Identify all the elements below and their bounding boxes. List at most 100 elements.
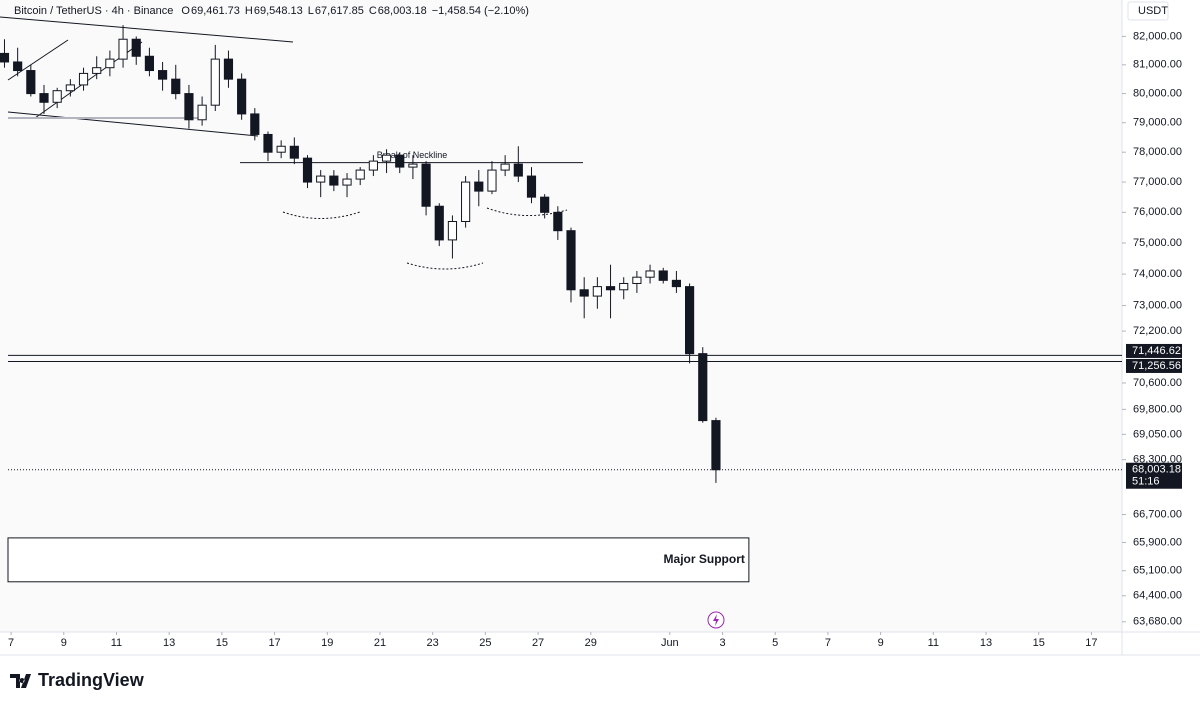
x-tick-label: 11 [928, 637, 939, 649]
candle-body [645, 270, 655, 278]
candle-body [184, 93, 194, 121]
candle-body [342, 178, 352, 186]
y-tick-label: 81,000.00 [1133, 59, 1182, 71]
candle-body [698, 353, 708, 422]
candle-body [553, 211, 563, 232]
ohlc-value: 69,461.73 [191, 5, 240, 17]
y-tick-label: 65,100.00 [1133, 565, 1182, 577]
y-tick-label: 76,000.00 [1133, 206, 1182, 218]
price-line-label: 71,256.56 [1132, 360, 1181, 372]
y-tick-label: 75,000.00 [1133, 237, 1182, 249]
candle-body [434, 205, 444, 241]
legend-header: Bitcoin / TetherUS · 4h · Binance O 69,46… [14, 5, 529, 17]
candle-body [513, 163, 523, 177]
brand: TradingView [38, 670, 145, 690]
candle-body [210, 58, 220, 106]
price-line-box [1126, 358, 1182, 373]
x-tick-label: 27 [532, 637, 544, 649]
candle-body [52, 90, 62, 103]
ohlc-value: 69,548.13 [254, 5, 303, 17]
y-tick-label: 65,900.00 [1133, 536, 1182, 548]
candle-body [566, 230, 576, 291]
x-tick-label: 7 [8, 637, 14, 649]
y-tick-label: 74,000.00 [1133, 268, 1182, 280]
x-tick-label: 11 [111, 637, 122, 649]
x-tick-label: 13 [980, 637, 992, 649]
x-tick-label: 17 [1085, 637, 1097, 649]
candle-body [711, 420, 721, 471]
y-tick-label: 66,700.00 [1133, 508, 1182, 520]
symbol: Bitcoin / TetherUS · 4h · Binance [14, 5, 173, 17]
x-tick-label: 15 [1033, 637, 1045, 649]
candle-body [395, 154, 405, 168]
candle-body [487, 169, 497, 192]
y-tick-label: 72,200.00 [1133, 325, 1182, 337]
y-tick-label: 63,680.00 [1133, 616, 1182, 628]
candle-body [421, 163, 431, 207]
candle-body [447, 220, 458, 241]
x-tick-label: 29 [585, 637, 597, 649]
candle-body [0, 52, 10, 63]
channel-lower [7, 111, 259, 137]
countdown: 51:16 [1132, 476, 1160, 488]
event-bolt [713, 614, 719, 626]
currency: USDT [1138, 5, 1168, 17]
candle-body [157, 70, 168, 80]
last-price-label: 68,003.18 [1132, 464, 1181, 476]
event-icon [707, 611, 725, 629]
candle-body [526, 175, 537, 198]
candle-body [302, 157, 313, 183]
x-tick-label: 19 [321, 637, 333, 649]
candle-body [658, 270, 668, 281]
candle-body [632, 276, 642, 284]
candle-body [197, 104, 207, 121]
ohlc-key: L [308, 5, 314, 17]
y-tick-label: 64,400.00 [1133, 590, 1182, 602]
y-tick-label: 82,000.00 [1133, 30, 1182, 42]
candle-body [237, 78, 247, 115]
candle-body [316, 175, 326, 183]
candle-body [289, 145, 299, 159]
candle-body [540, 196, 550, 213]
price-line-label: 71,446.62 [1132, 345, 1181, 357]
candle-body [381, 154, 392, 162]
candle-body [592, 286, 602, 297]
candle-body [474, 181, 484, 192]
y-tick-label: 68,300.00 [1133, 454, 1182, 466]
x-tick-label: 9 [878, 637, 884, 649]
y-tick-label: 69,800.00 [1133, 403, 1182, 415]
support-zone [7, 537, 750, 583]
candle-body [92, 67, 102, 74]
candle-body [579, 289, 589, 297]
price-line-box [1126, 343, 1182, 358]
candle-body [26, 70, 36, 95]
candle-body [461, 181, 471, 222]
x-tick-label: 17 [268, 637, 280, 649]
candle-body [685, 286, 695, 355]
candle-body [250, 113, 260, 135]
ohlc-value: 67,617.85 [315, 5, 364, 17]
x-tick-label: 23 [427, 637, 439, 649]
candle-body [118, 38, 128, 60]
candle-body [671, 279, 681, 288]
ohlc-key: O [181, 5, 190, 17]
y-tick-label: 69,050.00 [1133, 428, 1182, 440]
x-tick-label: 21 [374, 637, 386, 649]
channel-upper [0, 16, 294, 43]
y-tick-label: 77,000.00 [1133, 176, 1182, 188]
y-tick-label: 73,000.00 [1133, 299, 1182, 311]
candle-body [131, 38, 141, 57]
candle-body [13, 61, 23, 72]
plot-area [0, 0, 1122, 632]
y-tick-label: 78,000.00 [1133, 146, 1182, 158]
ohlc-key: H [245, 5, 253, 17]
curve-arrow [406, 262, 484, 270]
brand-logo: TradingView [10, 670, 145, 690]
ohlc-key: C [369, 5, 377, 17]
change: −1,458.54 (−2.10%) [432, 5, 529, 17]
candle-body [144, 55, 154, 72]
x-tick-label: 7 [825, 637, 831, 649]
candle-body [171, 78, 181, 95]
ohlc-value: 68,003.18 [378, 5, 427, 17]
x-tick-label: Jun [661, 637, 679, 649]
